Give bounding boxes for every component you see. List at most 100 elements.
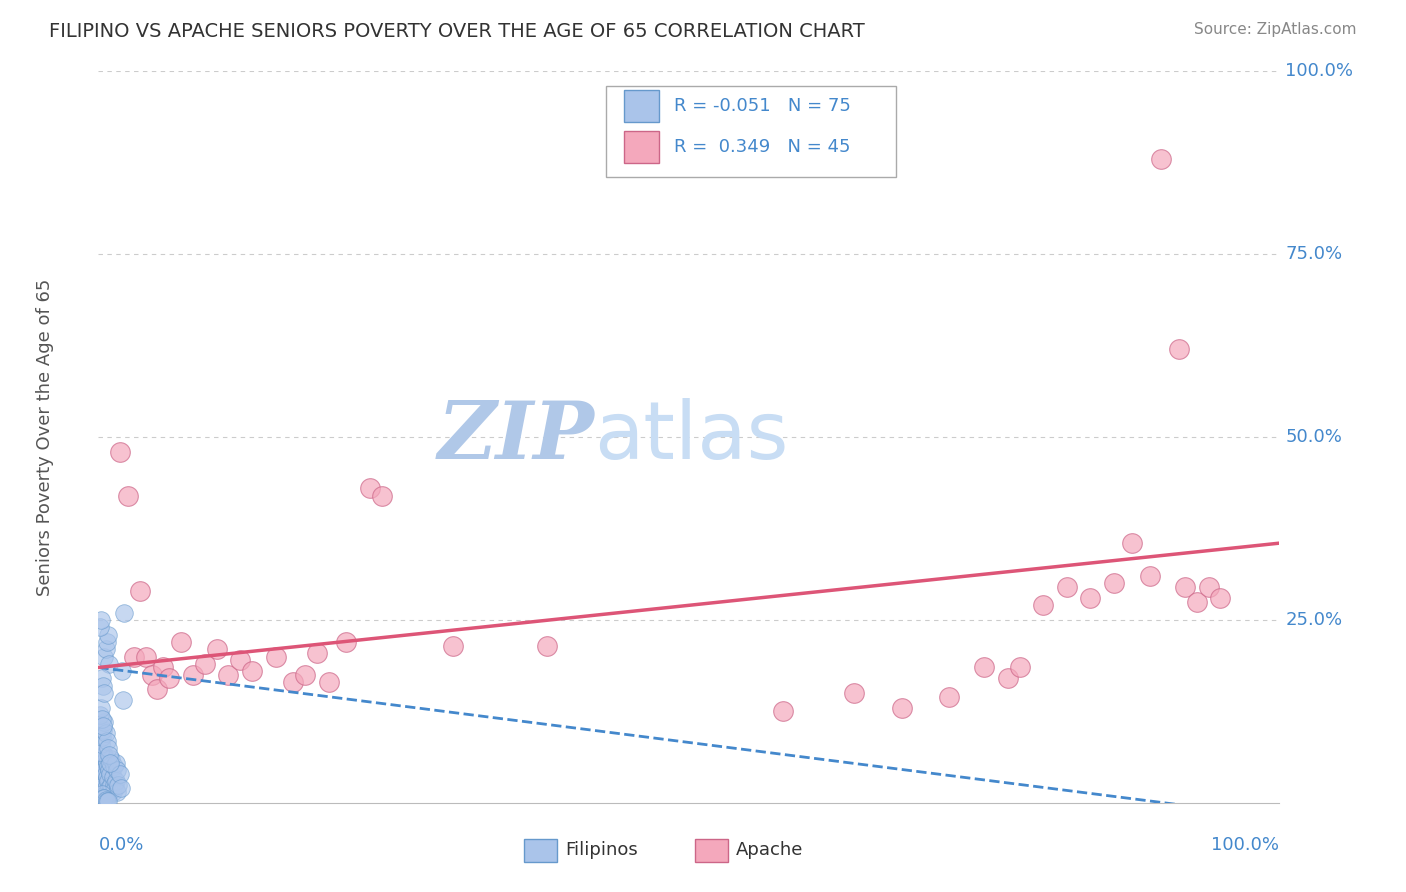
Point xyxy=(93,686,115,700)
Point xyxy=(94,726,117,740)
Text: 100.0%: 100.0% xyxy=(1212,836,1279,854)
Point xyxy=(938,690,960,704)
Point xyxy=(93,789,115,803)
Point xyxy=(294,667,316,681)
Point xyxy=(93,778,115,792)
Point xyxy=(973,660,995,674)
Point xyxy=(103,759,125,773)
Text: 100.0%: 100.0% xyxy=(1285,62,1354,80)
Point xyxy=(101,785,124,799)
Point xyxy=(135,649,157,664)
Point xyxy=(229,653,252,667)
Text: R =  0.349   N = 45: R = 0.349 N = 45 xyxy=(673,137,851,156)
Point xyxy=(97,773,120,788)
Point xyxy=(96,733,118,747)
FancyBboxPatch shape xyxy=(695,838,728,862)
Point xyxy=(318,675,340,690)
Text: R = -0.051   N = 75: R = -0.051 N = 75 xyxy=(673,96,851,115)
Point xyxy=(97,627,120,641)
Point xyxy=(97,794,120,808)
Point xyxy=(91,712,114,726)
Point xyxy=(108,444,131,458)
Point xyxy=(93,763,115,777)
Point xyxy=(98,657,121,671)
Point xyxy=(1032,599,1054,613)
Point xyxy=(98,766,121,780)
Text: Apache: Apache xyxy=(737,841,804,859)
Point xyxy=(91,787,114,801)
Point xyxy=(283,675,305,690)
Point xyxy=(890,700,912,714)
Point xyxy=(359,481,381,495)
Point xyxy=(98,756,121,770)
Point xyxy=(90,759,112,773)
Point xyxy=(1121,536,1143,550)
Point xyxy=(1080,591,1102,605)
Point xyxy=(105,773,128,788)
Point xyxy=(101,770,124,784)
Point xyxy=(89,620,111,634)
Point xyxy=(117,489,139,503)
Text: 50.0%: 50.0% xyxy=(1285,428,1343,446)
Point xyxy=(194,657,217,671)
Text: Filipinos: Filipinos xyxy=(565,841,638,859)
Point xyxy=(104,781,127,796)
Point xyxy=(1102,576,1125,591)
Point xyxy=(89,773,111,788)
Point xyxy=(335,635,357,649)
Point xyxy=(122,649,145,664)
Point xyxy=(94,752,117,766)
Point xyxy=(100,752,122,766)
Point xyxy=(91,672,114,686)
Point xyxy=(91,770,114,784)
Point xyxy=(94,793,117,807)
Point xyxy=(96,756,118,770)
Point xyxy=(128,583,150,598)
Point xyxy=(997,672,1019,686)
Text: 25.0%: 25.0% xyxy=(1285,611,1343,629)
Point xyxy=(90,613,112,627)
Point xyxy=(94,781,117,796)
Point xyxy=(93,791,115,805)
Point xyxy=(89,745,111,759)
Point xyxy=(96,635,118,649)
Point xyxy=(98,781,121,796)
Point xyxy=(90,778,112,792)
Point xyxy=(152,660,174,674)
Point xyxy=(217,667,239,681)
Point xyxy=(111,664,134,678)
Point xyxy=(93,748,115,763)
Point xyxy=(91,719,114,733)
Point xyxy=(91,781,114,796)
Point xyxy=(91,723,114,737)
Point xyxy=(1174,580,1197,594)
Point xyxy=(91,752,114,766)
Point xyxy=(96,794,118,808)
Point xyxy=(141,667,163,681)
Point xyxy=(96,770,118,784)
Point xyxy=(772,705,794,719)
Point xyxy=(91,679,114,693)
Point xyxy=(91,756,114,770)
Point xyxy=(98,785,121,799)
Point xyxy=(100,778,122,792)
Text: Source: ZipAtlas.com: Source: ZipAtlas.com xyxy=(1194,22,1357,37)
Point xyxy=(205,642,228,657)
Point xyxy=(240,664,263,678)
Point xyxy=(112,693,135,707)
Point xyxy=(97,740,120,755)
Point xyxy=(105,756,128,770)
FancyBboxPatch shape xyxy=(523,838,557,862)
Point xyxy=(1209,591,1232,605)
Point xyxy=(1150,152,1173,166)
Point xyxy=(97,789,120,803)
Point xyxy=(108,766,131,780)
Point xyxy=(1008,660,1031,674)
Point xyxy=(91,766,114,780)
Point xyxy=(91,730,114,744)
FancyBboxPatch shape xyxy=(624,130,659,163)
Point xyxy=(170,635,193,649)
Point xyxy=(536,639,558,653)
Point xyxy=(90,737,112,751)
Point xyxy=(181,667,204,681)
